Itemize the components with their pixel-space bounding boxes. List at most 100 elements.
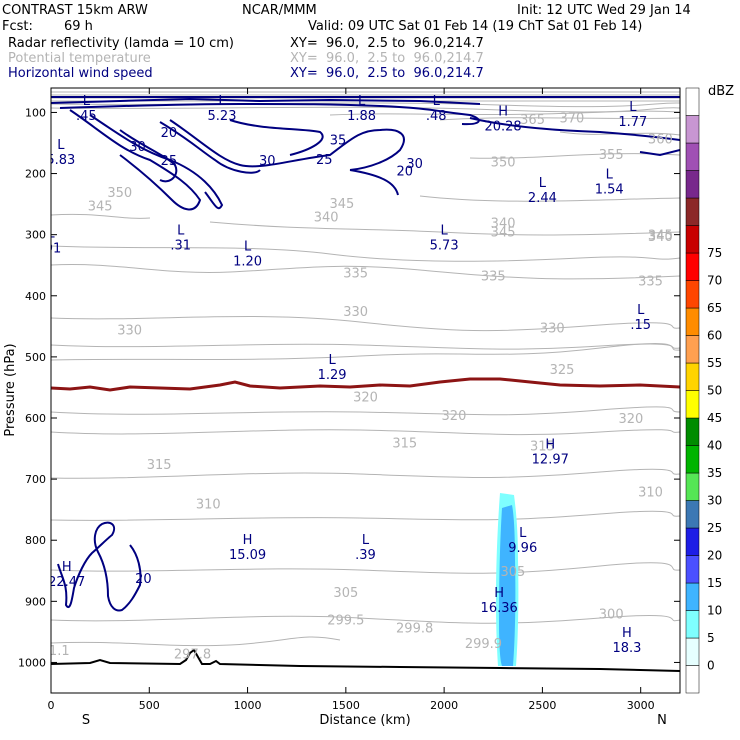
y-tick-label: 300 xyxy=(25,229,46,242)
theta-contour-label: 305 xyxy=(501,565,526,580)
colorbar-swatch xyxy=(685,665,700,694)
wind-contour-label: 30 xyxy=(406,157,423,172)
x-tick-label: 2000 xyxy=(430,699,458,712)
extremum-marker: H xyxy=(545,438,555,453)
extremum-value: .31 xyxy=(170,239,191,254)
theta-contour-label: 310 xyxy=(196,498,221,513)
colorbar-tick-label: 30 xyxy=(707,494,722,508)
theta-contour-label: 345 xyxy=(491,226,516,241)
colorbar-swatch xyxy=(685,417,700,446)
extremum-value: .45 xyxy=(76,109,97,124)
colorbar-swatch xyxy=(685,170,700,199)
extremum-marker: L xyxy=(57,138,65,153)
theta-contour-label: 299.5 xyxy=(327,614,364,629)
theta-contour-label: 345 xyxy=(329,197,354,212)
extremum-value: .39 xyxy=(355,548,376,563)
colorbar-tick-label: 50 xyxy=(707,384,722,398)
reflectivity-shading xyxy=(496,493,519,666)
extremum-marker: L xyxy=(441,224,449,239)
wind-contour-label: 25 xyxy=(316,153,333,168)
extremum-value: 1.54 xyxy=(595,182,624,197)
extremum-value: 1.77 xyxy=(618,115,647,130)
x-tick-label: 500 xyxy=(139,699,160,712)
x-tick-label: 3000 xyxy=(627,699,655,712)
y-tick-label: 900 xyxy=(25,595,46,608)
colorbar: 0 5 10 15 20 25 30 35 40 45 50 55 60 65 70 75 xyxy=(685,87,722,694)
field-1-name: Radar reflectivity (lamda = 10 cm) xyxy=(8,36,234,51)
colorbar-tick-label: 0 xyxy=(707,659,715,673)
theta-contour-label: 340 xyxy=(314,210,339,225)
colorbar-swatch xyxy=(685,637,700,666)
wind-contour-label: 20 xyxy=(397,165,414,180)
left-endpoint: S xyxy=(82,713,90,728)
theta-contour-label: 345 xyxy=(648,229,673,244)
extremum-value: 12.97 xyxy=(532,453,569,468)
theta-contour-label: 299.9 xyxy=(465,637,502,652)
colorbar-swatch xyxy=(685,472,700,501)
theta-contour-label: 320 xyxy=(442,409,467,424)
extremum-value: 15.09 xyxy=(229,548,266,563)
theta-contour-label: 370 xyxy=(559,111,584,126)
colorbar-tick-label: 45 xyxy=(707,411,722,425)
colorbar-swatch xyxy=(685,390,700,419)
theta-contour-label: 330 xyxy=(343,305,368,320)
theta-contour-label: 350 xyxy=(107,186,132,201)
wind-contour-label: 25 xyxy=(161,154,178,169)
theta-contour-label: 299.8 xyxy=(396,622,433,637)
extremum-value: 20.28 xyxy=(484,120,521,135)
x-tick-label: 2500 xyxy=(528,699,556,712)
colorbar-unit: dBZ xyxy=(708,84,734,99)
field-2-name: Potential temperature xyxy=(8,51,151,66)
theta-contour-label: 300 xyxy=(599,608,624,623)
x-tick-label: 1500 xyxy=(332,699,360,712)
extremum-value: 22.47 xyxy=(48,575,85,590)
y-tick-label: 100 xyxy=(25,106,46,119)
extremum-marker: L xyxy=(606,167,614,182)
init-time: Init: 12 UTC Wed 29 Jan 14 xyxy=(517,3,691,18)
extremum-marker: L xyxy=(177,224,185,239)
extremum-value: 5.83 xyxy=(46,153,75,168)
y-axis: 100 200 300 400 500 600 700 800 900 1000 xyxy=(18,106,680,669)
colorbar-tick-label: 65 xyxy=(707,301,722,315)
extremum-value: .48 xyxy=(426,109,447,124)
theta-contour-label: 320 xyxy=(353,391,378,406)
plot-frame xyxy=(50,87,681,694)
y-tick-label: 1000 xyxy=(18,656,46,669)
theta-contour-label: 315 xyxy=(392,436,417,451)
theta-contour-label: 310 xyxy=(638,485,663,500)
extremum-value: 18.3 xyxy=(612,641,641,656)
colorbar-swatch xyxy=(685,87,700,116)
valid-time: Valid: 09 UTC Sat 01 Feb 14 (19 ChT Sat … xyxy=(308,19,643,34)
colorbar-tick-label: 35 xyxy=(707,466,722,480)
colorbar-tick-label: 5 xyxy=(707,631,715,645)
theta-contour-label: 350 xyxy=(491,155,516,170)
theta-contour-label: 355 xyxy=(599,148,624,163)
colorbar-swatch xyxy=(685,555,700,584)
theta-contour-label: 297.8 xyxy=(174,647,211,662)
theta-contour-label: 330 xyxy=(117,323,142,338)
extremum-marker: L xyxy=(539,176,547,191)
colorbar-swatch xyxy=(685,527,700,556)
colorbar-swatch xyxy=(685,142,700,171)
extremum-marker: H xyxy=(622,626,632,641)
extremum-value: 1.20 xyxy=(233,255,262,270)
field-3-name: Horizontal wind speed xyxy=(8,66,153,81)
x-tick-label: 1000 xyxy=(234,699,262,712)
extremum-value: 5.23 xyxy=(208,109,237,124)
extremum-marker: H xyxy=(498,105,508,120)
theta-contour-label: 335 xyxy=(481,270,506,285)
colorbar-swatch xyxy=(685,610,700,639)
extremum-value: 1.88 xyxy=(347,109,376,124)
extremum-value: 9.96 xyxy=(508,541,537,556)
wind-contour-label: 30 xyxy=(259,154,276,169)
extremum-marker: L xyxy=(328,353,336,368)
reflectivity-10dbz xyxy=(499,505,516,666)
colorbar-tick-label: 20 xyxy=(707,549,722,563)
extremum-marker: L xyxy=(83,94,91,109)
extremum-marker: L xyxy=(218,94,226,109)
colorbar-swatch xyxy=(685,582,700,611)
extremum-marker: H xyxy=(243,533,253,548)
colorbar-swatch xyxy=(685,362,700,391)
colorbar-tick-label: 55 xyxy=(707,356,722,370)
organization-label: NCAR/MMM xyxy=(242,3,317,18)
